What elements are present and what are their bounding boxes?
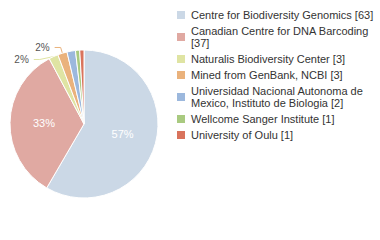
svg-text:33%: 33% (33, 117, 55, 129)
svg-text:[37]: [37] (191, 37, 209, 49)
svg-text:2%: 2% (35, 42, 50, 53)
svg-text:Wellcome Sanger Institute [1]: Wellcome Sanger Institute [1] (191, 113, 334, 125)
svg-text:Naturalis Biodiversity Center: Naturalis Biodiversity Center [3] (191, 53, 345, 65)
svg-text:University of Oulu [1]: University of Oulu [1] (191, 129, 293, 141)
svg-text:2%: 2% (14, 54, 29, 65)
svg-text:Universidad Nacional Autonoma: Universidad Nacional Autonoma de (191, 85, 366, 97)
svg-text:Mined from GenBank, NCBI [3]: Mined from GenBank, NCBI [3] (191, 69, 343, 81)
svg-text:Mexico, Instituto de Biologia: Mexico, Instituto de Biologia [2] (191, 97, 343, 109)
svg-text:Canadian Centre for DNA Barcod: Canadian Centre for DNA Barcoding (191, 25, 371, 37)
svg-text:Centre for Biodiversity Genomi: Centre for Biodiversity Genomics [63] (191, 9, 373, 21)
svg-text:57%: 57% (112, 128, 134, 140)
